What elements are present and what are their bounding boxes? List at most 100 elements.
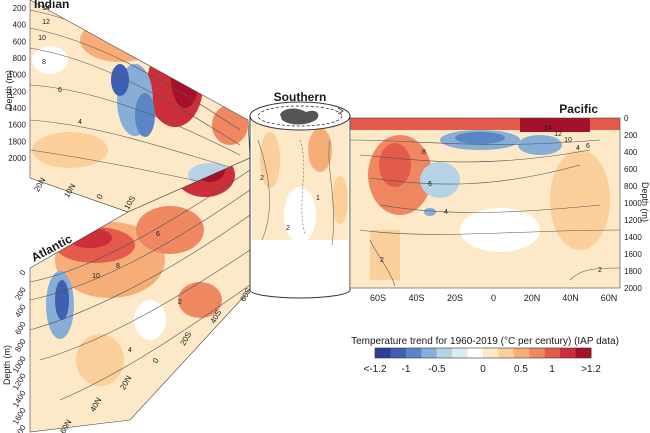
indian-contour-label: 12 <box>42 19 50 26</box>
atlantic-depth-tick: 400 <box>13 302 28 319</box>
indian-depth-tick: 1800 <box>8 137 26 146</box>
southern-contour-label: 2 <box>260 175 264 182</box>
southern-title: Southern <box>274 90 327 104</box>
pacific-contour-label: 6 <box>586 143 590 150</box>
southern-contour-label: 2 <box>286 225 290 232</box>
southern-panel: Southern 2 2 1 <box>249 90 351 299</box>
pacific-depth-tick: 2000 <box>624 284 642 293</box>
indian-depth-tick: 400 <box>13 21 27 30</box>
indian-depth-tick: 1000 <box>8 71 26 80</box>
colorbar-swatch <box>436 348 453 358</box>
pacific-lat-tick: 20S <box>447 293 463 303</box>
colorbar-swatch <box>529 348 546 358</box>
indian-contour-label: 6 <box>58 87 62 94</box>
indian-title: Indian <box>34 0 69 11</box>
pacific-ylabel: Depth (m) <box>640 182 650 222</box>
pacific-contour-label: 2 <box>598 267 602 274</box>
pacific-contour-label: 4 <box>576 145 580 152</box>
circulation-arrow-icon <box>337 107 344 115</box>
atlantic-panel: Atlantic Depth (m) 020040060080010001200… <box>2 157 253 433</box>
pacific-depth-tick: 1800 <box>624 267 642 276</box>
atlantic-depth-tick: 0 <box>18 268 28 277</box>
atlantic-ylabel: Depth (m) <box>2 345 12 385</box>
indian-contour-label: 14 <box>42 5 50 12</box>
pacific-title: Pacific <box>559 102 598 116</box>
indian-depth-ticks: 200 400 600 800 1000 1200 1400 1600 1800 2000 <box>8 4 26 163</box>
pacific-depth-tick: 0 <box>624 114 629 123</box>
pacific-contour-label: 4 <box>444 209 448 216</box>
pacific-lat-ticks: 60S 40S 20S 0 20N 40N 60N <box>370 293 617 303</box>
southern-contour-labels: 2 2 1 <box>260 175 320 232</box>
colorbar-swatch <box>375 348 391 358</box>
colorbar-swatch <box>575 348 592 358</box>
pacific-lat-tick: 60N <box>601 293 618 303</box>
colorbar-swatch <box>513 348 530 358</box>
cylinder-bottom <box>249 289 351 299</box>
atlantic-depth-tick: 1200 <box>11 371 28 391</box>
pacific-lat-tick: 40N <box>562 293 579 303</box>
indian-depth-tick: 1400 <box>8 104 26 113</box>
atlantic-depth-tick: 1000 <box>11 354 28 374</box>
southern-heatmap <box>250 116 350 294</box>
atlantic-contour-labels: 10 8 6 4 2 <box>92 231 182 354</box>
indian-depth-tick: 200 <box>13 4 27 13</box>
pacific-depth-tick: 400 <box>624 148 638 157</box>
pacific-panel: Pacific Depth (m) 0 200 400 600 800 1000 1200 1… <box>349 102 650 303</box>
colorbar-tick-label: >1.2 <box>581 364 601 375</box>
pacific-depth-tick: 1600 <box>624 250 642 259</box>
indian-contour-labels: 14 12 10 8 6 4 <box>38 5 82 126</box>
colorbar-tick-label: 1 <box>549 364 555 375</box>
atlantic-depth-tick: 1800 <box>11 423 28 433</box>
atlantic-depth-tick: 800 <box>13 337 28 354</box>
pacific-contour-label: 6 <box>428 181 432 188</box>
colorbar-swatch <box>498 348 515 358</box>
indian-depth-tick: 1200 <box>8 87 26 96</box>
pacific-contour-label: 14 <box>544 125 552 132</box>
acc-dashed-ring <box>257 105 343 127</box>
atlantic-contour-label: 4 <box>128 347 132 354</box>
pacific-depth-ticks: 0 200 400 600 800 1000 1200 1400 1600 1800 2000 <box>624 114 642 293</box>
indian-depth-tick: 1600 <box>8 121 26 130</box>
atlantic-contour-label: 8 <box>116 263 120 270</box>
antarctica-icon <box>280 108 319 125</box>
southern-contour-label: 1 <box>316 195 320 202</box>
pacific-lat-tick: 60S <box>370 293 386 303</box>
indian-contour-label: 10 <box>38 35 46 42</box>
colorbar-tick-label: 0.5 <box>514 364 528 375</box>
atlantic-heatmap <box>30 158 250 432</box>
colorbar-swatch <box>405 348 422 358</box>
colorbar-swatches <box>375 348 592 358</box>
colorbar-outline <box>374 347 592 359</box>
atlantic-lat-tick: 0 <box>151 356 161 365</box>
pacific-contour-label: 10 <box>564 137 572 144</box>
pacific-lat-tick: 20N <box>524 293 541 303</box>
atlantic-contour-label: 6 <box>156 231 160 238</box>
indian-contour-label: 4 <box>78 119 82 126</box>
pacific-depth-tick: 1400 <box>624 233 642 242</box>
colorbar-swatch <box>483 348 499 358</box>
colorbar-swatch <box>390 348 407 358</box>
atlantic-depth-tick: 200 <box>13 285 28 302</box>
pacific-depth-tick: 800 <box>624 182 638 191</box>
pacific-contour-label: 8 <box>422 149 426 156</box>
pacific-depth-tick: 1000 <box>624 199 642 208</box>
colorbar-swatch <box>544 348 561 358</box>
atlantic-depth-tick: 600 <box>13 320 28 337</box>
atlantic-depth-tick: 1600 <box>11 406 28 426</box>
pacific-lat-tick: 0 <box>491 293 496 303</box>
colorbar-tick-label: 0 <box>480 364 486 375</box>
atlantic-depth-tick: 1400 <box>11 389 28 409</box>
indian-depth-tick: 600 <box>13 37 27 46</box>
pacific-contour-label: 12 <box>554 131 562 138</box>
colorbar-tick-label: <-1.2 <box>363 364 387 375</box>
indian-depth-tick: 800 <box>13 54 27 63</box>
pacific-contour-label: 2 <box>380 257 384 264</box>
indian-lat-tick: 0 <box>95 192 105 201</box>
pacific-lat-tick: 40S <box>408 293 424 303</box>
colorbar-title: Temperature trend for 1960-2019 (°C per … <box>351 336 619 347</box>
pacific-depth-tick: 600 <box>624 165 638 174</box>
pacific-heatmap <box>350 118 620 288</box>
